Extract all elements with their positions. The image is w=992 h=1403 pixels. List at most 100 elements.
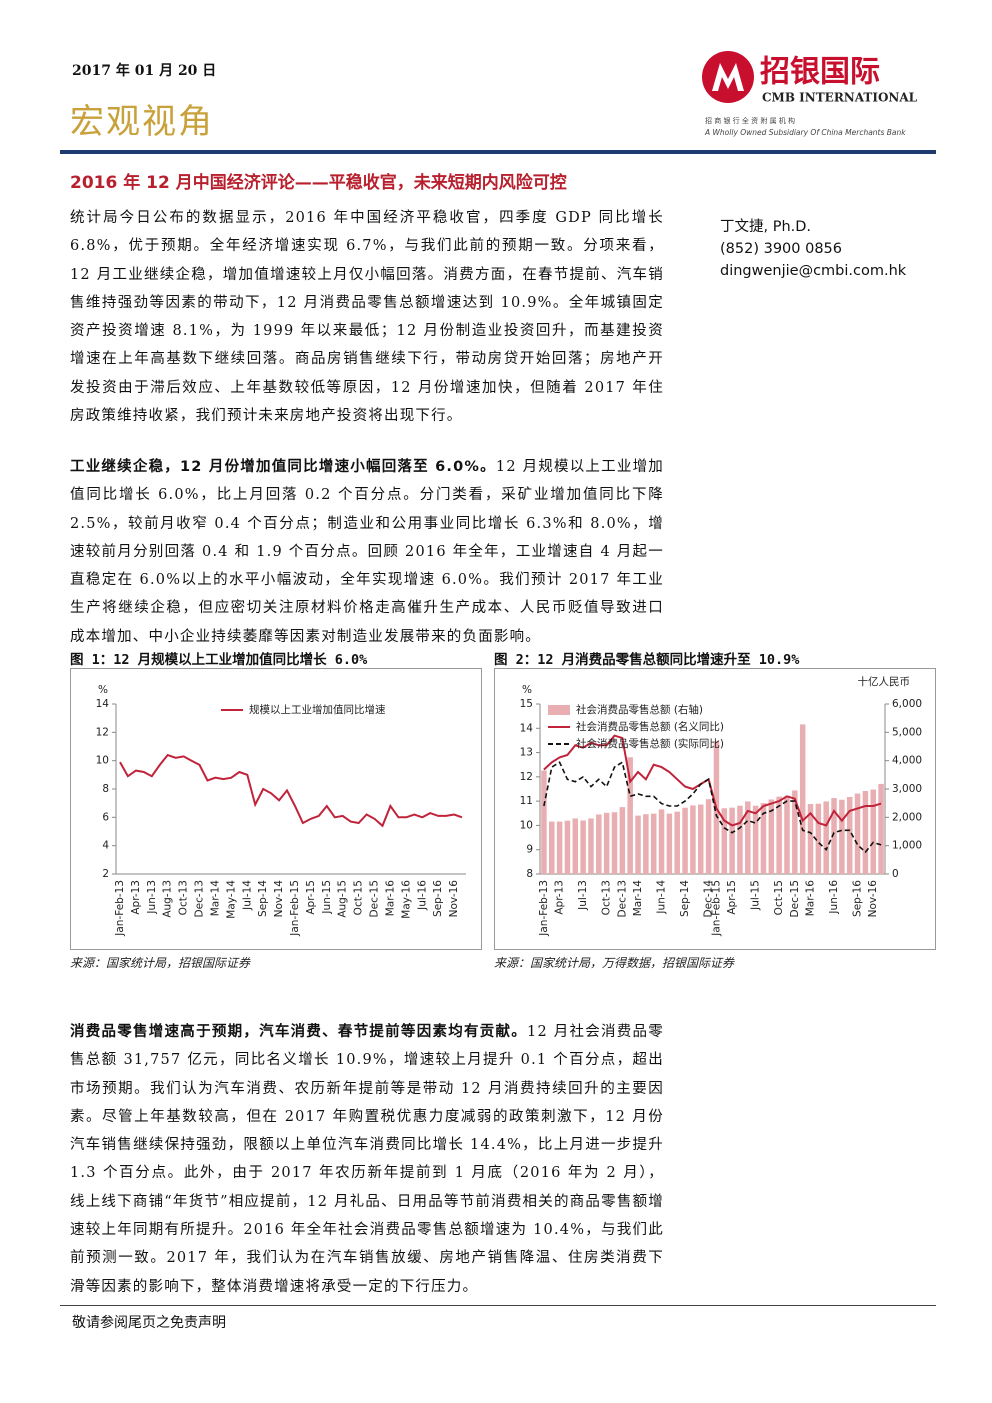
legend-label: 社会消费品零售总额 (名义同比) (576, 720, 724, 733)
x-tick-label: Nov-16 (448, 880, 460, 918)
y2-tick-label: 6,000 (892, 698, 922, 710)
bar (627, 757, 633, 874)
x-tick-label: Sep-16 (432, 880, 444, 917)
y-tick-label: 8 (102, 783, 109, 795)
paragraph-text: 统计局今日公布的数据显示，2016 年中国经济平稳收官，四季度 GDP 同比增长… (70, 210, 664, 425)
x-tick-label: Dec-14 (703, 880, 715, 918)
legend-swatch (548, 705, 570, 715)
x-tick-label: Dec-15 (789, 880, 801, 917)
x-tick-label: Dec-13 (616, 880, 628, 917)
bar (784, 796, 790, 874)
x-tick-label: Oct-13 (178, 880, 190, 915)
header-rule (60, 150, 936, 154)
bar (807, 804, 814, 874)
figure: 2 4 6 8 10 12 14% Jan-Feb-13 Apr-13 Jun-13 Aug-13 O… (70, 668, 482, 950)
bar (839, 799, 845, 874)
footer-rule (60, 1305, 936, 1306)
bar (619, 807, 626, 874)
bar (603, 812, 610, 874)
bar (799, 724, 806, 874)
y2-tick-label: 0 (892, 868, 899, 880)
bar (721, 808, 728, 874)
bar (752, 805, 759, 874)
figure-source: 来源：国家统计局，招银国际证券 (70, 956, 251, 970)
x-tick-label: Aug-13 (162, 880, 174, 918)
bar (862, 790, 869, 874)
bar (878, 783, 884, 874)
logo-tagline: 招 商 银 行 全 资 附 属 机 构 (705, 116, 795, 125)
bar (846, 796, 853, 874)
y-tick-label: 2 (102, 868, 109, 880)
bar (690, 805, 696, 874)
x-tick-label: May-16 (400, 880, 412, 919)
x-tick-label: Jan-Feb-13 (114, 880, 126, 937)
bar (776, 796, 782, 874)
paragraph-lead: 工业继续企稳，12 月份增加值同比增速小幅回落至 6.0%。 (70, 459, 496, 475)
y2-unit: 十亿人民币 (858, 675, 911, 688)
bar (729, 807, 735, 874)
section-title: 宏观视角 (70, 102, 214, 142)
chart: 8 9 10 11 12 13 14 15 0 1,000 2,000 3,000 4,000 5,000… (520, 675, 922, 937)
y-unit: % (98, 684, 108, 696)
bar (611, 812, 618, 874)
y-tick-label: 10 (520, 819, 533, 831)
x-tick-label: Oct-13 (601, 880, 613, 915)
bar (854, 793, 861, 874)
bar (674, 811, 680, 874)
logo-english: CMB INTERNATIONAL (762, 91, 918, 105)
x-tick-label: Dec-13 (194, 880, 206, 917)
logo: 招银国际 CMB INTERNATIONAL 招 商 银 行 全 资 附 属 机… (702, 51, 918, 137)
y2-tick-label: 3,000 (892, 783, 922, 795)
bar (792, 790, 798, 874)
footer-note: 敬请参阅尾页之免责声明 (72, 1315, 226, 1331)
x-tick-label: Apr-15 (726, 880, 738, 915)
x-tick-label: Sep-14 (679, 880, 691, 917)
x-tick-label: Apr-13 (130, 880, 142, 915)
bar (745, 801, 751, 874)
legend-label: 规模以上工业增加值同比增速 (249, 703, 386, 716)
bar (705, 799, 712, 874)
y-tick-label: 6 (102, 811, 109, 823)
y-tick-label: 14 (520, 722, 534, 734)
author-email: dingwenjie@cmbi.com.hk (720, 263, 907, 279)
bar (768, 799, 775, 874)
x-tick-label: Sep-16 (852, 880, 864, 917)
bar (697, 804, 704, 874)
author: 丁文捷, Ph.D. (852) 3900 0856 dingwenjie@cm… (720, 216, 906, 282)
x-tick-label: Jan-Feb-15 (710, 880, 722, 937)
figure: 8 9 10 11 12 13 14 15 0 1,000 2,000 3,000 4,000 5,000… (494, 668, 936, 950)
x-tick-label: Apr-15 (305, 880, 317, 915)
paragraph-text: 12 月社会消费品零售总额 31,757 亿元，同比名义增长 10.9%，增速较… (70, 1024, 664, 1295)
x-tick-label: Jul-13 (577, 880, 589, 911)
paragraph-text: 12 月规模以上工业增加值同比增长 6.0%，比上月回落 0.2 个百分点。分门… (70, 459, 664, 645)
x-tick-label: Oct-15 (773, 880, 785, 915)
x-tick-label: Mar-14 (209, 880, 221, 917)
legend-label: 社会消费品零售总额 (实际同比) (576, 737, 724, 750)
logo-tagline: A Wholly Owned Subsidiary Of China Merch… (704, 128, 906, 137)
bar (650, 813, 657, 874)
x-tick-label: Jun-14 (656, 880, 668, 915)
bar (564, 820, 571, 874)
x-tick-label: Nov-16 (867, 880, 879, 918)
bar (666, 813, 673, 874)
chart: 2 4 6 8 10 12 14% Jan-Feb-13 Apr-13 Jun-13 Aug-13 O… (96, 684, 466, 937)
bar (572, 818, 579, 874)
y-unit: % (522, 684, 532, 696)
figure-title: 图 1：12 月规模以上工业增加值同比增长 6.0% (70, 652, 368, 668)
bar (541, 770, 547, 874)
x-tick-label: Sep-14 (257, 880, 269, 917)
y-tick-label: 8 (526, 868, 533, 880)
x-tick-label: Jun-15 (321, 880, 333, 915)
bar (643, 814, 649, 874)
y-tick-label: 11 (520, 795, 533, 807)
bar (823, 801, 829, 874)
bar (596, 814, 602, 874)
bar (760, 803, 767, 874)
y-tick-label: 15 (520, 698, 533, 710)
y-tick-label: 12 (96, 726, 109, 738)
logo-m (712, 63, 744, 91)
bar (549, 821, 555, 874)
x-tick-label: Mar-14 (632, 880, 644, 917)
x-tick-label: May-14 (225, 880, 237, 919)
